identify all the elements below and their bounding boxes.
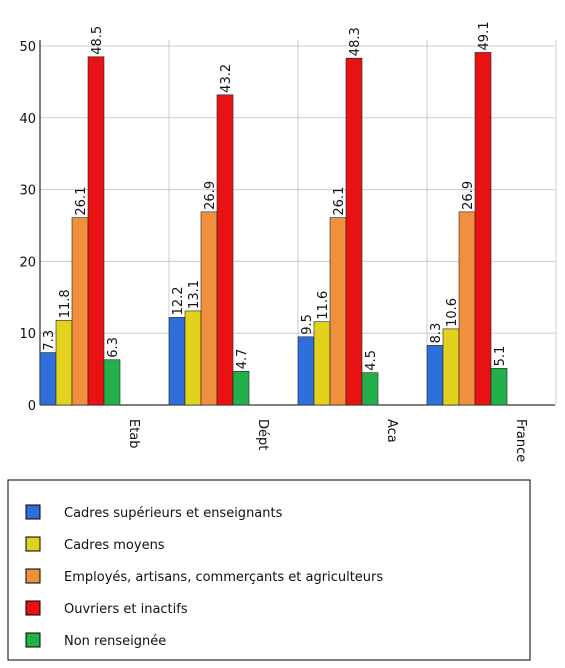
bar (458, 211, 476, 406)
x-tick-label: Dépt (255, 419, 270, 450)
bar (361, 372, 379, 406)
x-tick-label: Aca (384, 419, 399, 443)
legend-swatch (25, 600, 41, 616)
bar (87, 56, 105, 406)
value-label: 26.9 (203, 181, 218, 210)
bar (426, 345, 444, 406)
bar (297, 336, 315, 406)
y-tick-label: 40 (19, 112, 36, 127)
bar (184, 310, 202, 406)
value-label: 13.1 (187, 280, 202, 309)
legend-label: Cadres supérieurs et enseignants (64, 506, 283, 521)
value-label: 11.6 (316, 291, 331, 320)
legend-box (7, 479, 531, 661)
bar (103, 359, 121, 406)
bar (490, 368, 508, 406)
legend-swatch (25, 568, 41, 584)
legend-label: Ouvriers et inactifs (64, 602, 188, 617)
bar (55, 319, 73, 406)
value-label: 26.1 (74, 187, 89, 216)
value-label: 12.2 (171, 286, 186, 315)
x-tick-label: Etab (126, 419, 141, 449)
legend-label: Employés, artisans, commerçants et agric… (64, 570, 383, 585)
legend-label: Cadres moyens (64, 538, 165, 553)
value-label: 11.8 (58, 289, 73, 318)
x-tick-label: France (513, 419, 528, 462)
value-label: 4.5 (364, 350, 379, 371)
value-label: 8.3 (429, 323, 444, 344)
y-tick-label: 10 (19, 327, 36, 342)
y-tick-label: 30 (19, 184, 36, 199)
bar (71, 217, 89, 406)
value-label: 43.2 (219, 64, 234, 93)
bar (313, 321, 331, 406)
bar (168, 317, 186, 406)
bar (232, 370, 250, 406)
bar (329, 217, 347, 406)
legend-swatch (25, 504, 41, 520)
value-label: 26.1 (332, 187, 347, 216)
value-label: 26.9 (461, 181, 476, 210)
legend-swatch (25, 536, 41, 552)
value-label: 49.1 (477, 22, 492, 51)
value-label: 5.1 (493, 346, 508, 367)
value-label: 48.5 (90, 26, 105, 55)
bar (442, 328, 460, 406)
value-label: 6.3 (106, 337, 121, 358)
bar (200, 211, 218, 406)
y-tick-label: 20 (19, 255, 36, 270)
value-label: 48.3 (348, 27, 363, 56)
y-tick-label: 0 (28, 399, 36, 414)
y-tick-label: 50 (19, 40, 36, 55)
bar (474, 52, 492, 406)
value-label: 7.3 (42, 330, 57, 351)
value-label: 4.7 (235, 349, 250, 370)
bar (39, 352, 57, 406)
bar (345, 57, 363, 406)
bar (216, 94, 234, 406)
value-label: 10.6 (445, 298, 460, 327)
legend-label: Non renseignée (64, 634, 166, 649)
value-label: 9.5 (300, 314, 315, 335)
legend-swatch (25, 632, 41, 648)
